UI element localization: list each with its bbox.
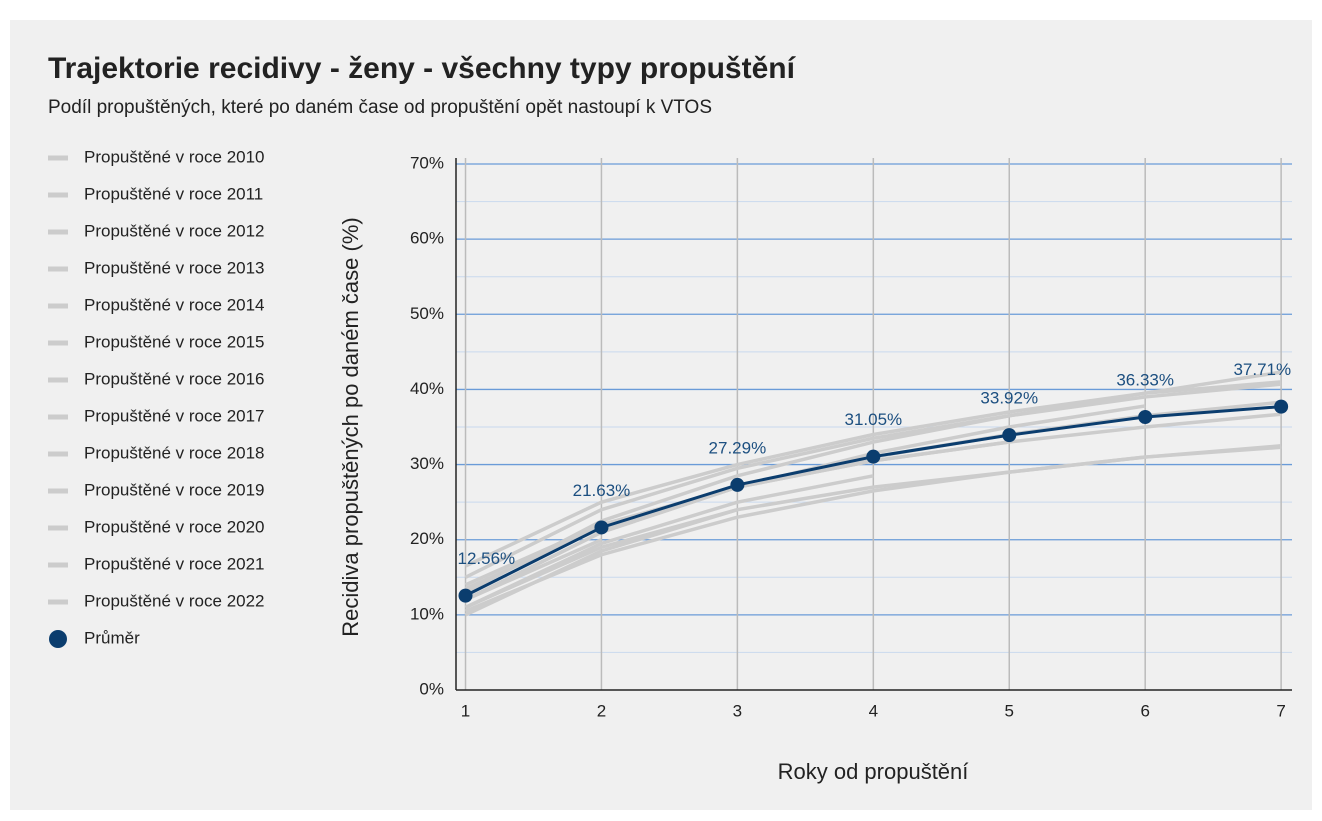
data-label: 12.56% bbox=[458, 549, 516, 568]
y-tick-label: 60% bbox=[410, 229, 444, 248]
y-axis-label: Recidiva propuštěných po daném čase (%) bbox=[338, 217, 363, 636]
x-tick-label: 2 bbox=[597, 701, 606, 720]
legend-swatch bbox=[48, 599, 68, 605]
point bbox=[730, 477, 745, 492]
point bbox=[1138, 410, 1153, 425]
data-label: 27.29% bbox=[709, 438, 767, 457]
x-tick-label: 7 bbox=[1276, 701, 1285, 720]
point bbox=[458, 588, 473, 603]
series-line bbox=[464, 445, 1282, 613]
legend-label: Propuštěné v roce 2016 bbox=[84, 369, 265, 388]
series-line bbox=[464, 538, 603, 602]
legend-marker bbox=[49, 630, 67, 648]
data-label: 31.05% bbox=[844, 410, 902, 429]
legend-label: Propuštěné v roce 2011 bbox=[84, 184, 263, 203]
x-tick-label: 4 bbox=[869, 701, 878, 720]
legend-swatch bbox=[48, 155, 68, 161]
legend-swatch bbox=[48, 525, 68, 531]
x-tick-label: 5 bbox=[1005, 701, 1014, 720]
y-tick-label: 10% bbox=[410, 604, 444, 623]
y-tick-label: 50% bbox=[410, 304, 444, 323]
legend-label: Propuštěné v roce 2013 bbox=[84, 258, 265, 277]
legend-swatch bbox=[48, 266, 68, 272]
chart-subtitle: Podíl propuštěných, které po daném čase … bbox=[48, 97, 712, 118]
legend-label: Propuštěné v roce 2022 bbox=[84, 591, 265, 610]
legend-label: Propuštěné v roce 2018 bbox=[84, 443, 265, 462]
series-line bbox=[464, 507, 738, 617]
legend-label: Propuštěné v roce 2017 bbox=[84, 406, 265, 425]
legend-swatch bbox=[48, 192, 68, 198]
x-tick-label: 3 bbox=[733, 701, 742, 720]
legend-swatch bbox=[48, 488, 68, 494]
legend-swatch bbox=[48, 229, 68, 235]
data-label: 33.92% bbox=[980, 389, 1038, 408]
y-tick-label: 20% bbox=[410, 529, 444, 548]
legend-swatch bbox=[48, 340, 68, 346]
legend-swatch bbox=[48, 562, 68, 568]
data-label: 36.33% bbox=[1116, 370, 1174, 389]
legend-label: Propuštěné v roce 2015 bbox=[84, 332, 265, 351]
data-label: 21.63% bbox=[573, 481, 631, 500]
legend-swatch bbox=[48, 451, 68, 457]
x-axis-label: Roky od propuštění bbox=[778, 759, 969, 784]
y-tick-label: 70% bbox=[410, 153, 444, 172]
legend-label: Propuštěné v roce 2019 bbox=[84, 480, 265, 499]
series-line bbox=[464, 382, 1282, 579]
data-label: 37.71% bbox=[1233, 360, 1291, 379]
legend-swatch bbox=[48, 303, 68, 309]
x-tick-label: 1 bbox=[461, 701, 470, 720]
legend-label: Propuštěné v roce 2012 bbox=[84, 221, 265, 240]
point bbox=[594, 520, 609, 535]
legend-label: Propuštěné v roce 2020 bbox=[84, 517, 265, 536]
y-tick-label: 40% bbox=[410, 379, 444, 398]
chart-title: Trajektorie recidivy - ženy - všechny ty… bbox=[48, 52, 797, 85]
legend-swatch bbox=[48, 377, 68, 383]
legend-label: Průměr bbox=[84, 628, 140, 647]
legend-label: Propuštěné v roce 2014 bbox=[84, 295, 265, 314]
point bbox=[1274, 399, 1289, 414]
y-tick-label: 0% bbox=[419, 679, 444, 698]
point bbox=[1002, 428, 1017, 443]
series-line bbox=[464, 474, 874, 609]
legend-label: Propuštěné v roce 2010 bbox=[84, 147, 265, 166]
y-tick-label: 30% bbox=[410, 454, 444, 473]
legend-label: Propuštěné v roce 2021 bbox=[84, 554, 265, 573]
point bbox=[866, 449, 881, 464]
x-tick-label: 6 bbox=[1140, 701, 1149, 720]
legend-swatch bbox=[48, 414, 68, 420]
